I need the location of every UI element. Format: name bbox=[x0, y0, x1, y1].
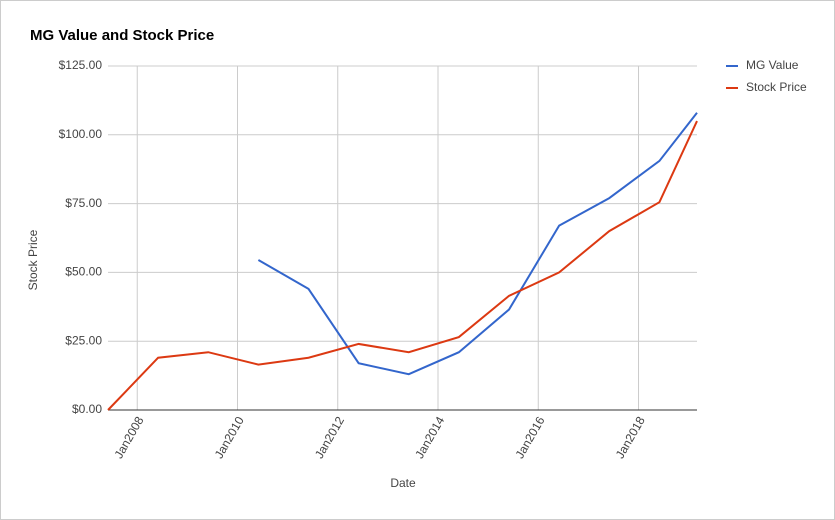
y-tick-label: $25.00 bbox=[65, 333, 102, 347]
y-tick-label: $100.00 bbox=[59, 127, 103, 141]
series-line bbox=[257, 112, 698, 376]
y-tick-label: $0.00 bbox=[72, 402, 102, 416]
chart-title: MG Value and Stock Price bbox=[30, 27, 214, 44]
legend-label: Stock Price bbox=[746, 80, 807, 94]
y-tick-label: $125.00 bbox=[59, 58, 103, 72]
series-line bbox=[107, 120, 698, 411]
legend-label: MG Value bbox=[746, 58, 799, 72]
x-axis-label: Date bbox=[390, 476, 416, 490]
y-tick-label: $50.00 bbox=[65, 265, 102, 279]
y-axis-label: Stock Price bbox=[26, 229, 40, 290]
y-tick-label: $75.00 bbox=[65, 196, 102, 210]
